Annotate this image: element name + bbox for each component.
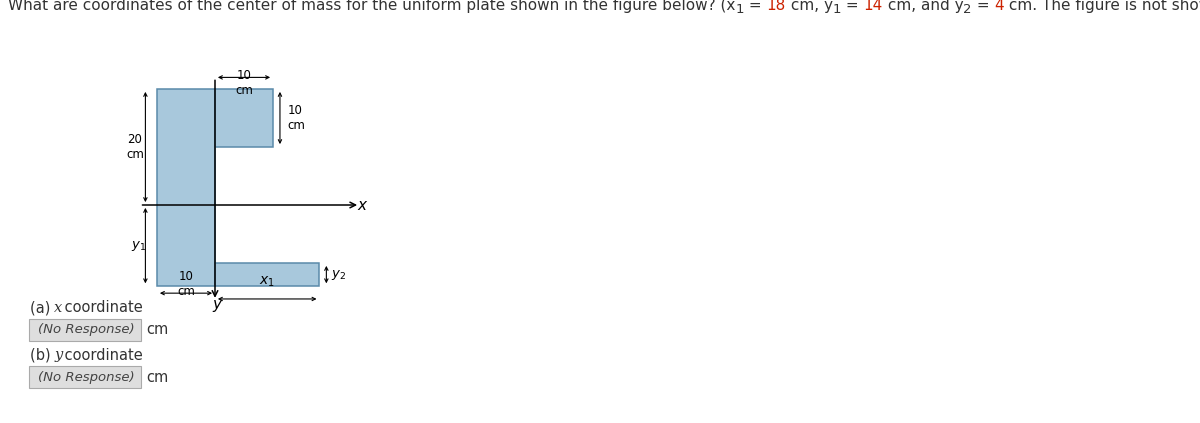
Text: cm, and y: cm, and y <box>883 0 964 13</box>
Text: x: x <box>54 301 62 315</box>
Text: =: = <box>841 0 864 13</box>
Text: 2: 2 <box>964 3 972 16</box>
Bar <box>215 89 274 147</box>
FancyBboxPatch shape <box>29 366 142 388</box>
Text: 10
cm: 10 cm <box>235 69 253 97</box>
Text: $y_1$: $y_1$ <box>131 239 146 253</box>
Text: What are coordinates of the center of mass for the uniform plate shown in the fi: What are coordinates of the center of ma… <box>8 0 736 13</box>
Text: 14: 14 <box>864 0 883 13</box>
Text: =: = <box>744 0 767 13</box>
Text: 1: 1 <box>833 3 841 16</box>
Text: 10
cm: 10 cm <box>288 104 305 132</box>
Text: 20
cm: 20 cm <box>126 133 144 161</box>
Text: cm: cm <box>146 370 168 385</box>
Text: $y$: $y$ <box>212 299 223 314</box>
Bar <box>215 263 319 286</box>
Text: =: = <box>972 0 995 13</box>
Text: 10
cm: 10 cm <box>178 270 194 298</box>
Text: cm, y: cm, y <box>786 0 833 13</box>
Text: cm. The figure is not shown to scale.): cm. The figure is not shown to scale.) <box>1004 0 1200 13</box>
Text: (No Response): (No Response) <box>38 324 134 337</box>
Bar <box>157 89 215 286</box>
Text: $y_2$: $y_2$ <box>331 268 346 282</box>
Text: (b): (b) <box>30 348 55 363</box>
Text: coordinate: coordinate <box>60 348 143 363</box>
Text: 1: 1 <box>736 3 744 16</box>
Text: 18: 18 <box>767 0 786 13</box>
Text: (a): (a) <box>30 300 55 316</box>
Text: y: y <box>54 348 62 362</box>
Text: $x$: $x$ <box>358 198 368 212</box>
Text: coordinate: coordinate <box>60 300 143 316</box>
Text: cm: cm <box>146 322 168 338</box>
FancyBboxPatch shape <box>29 319 142 341</box>
Text: $x_1$: $x_1$ <box>259 275 275 289</box>
Text: (No Response): (No Response) <box>38 371 134 384</box>
Text: 4: 4 <box>995 0 1004 13</box>
